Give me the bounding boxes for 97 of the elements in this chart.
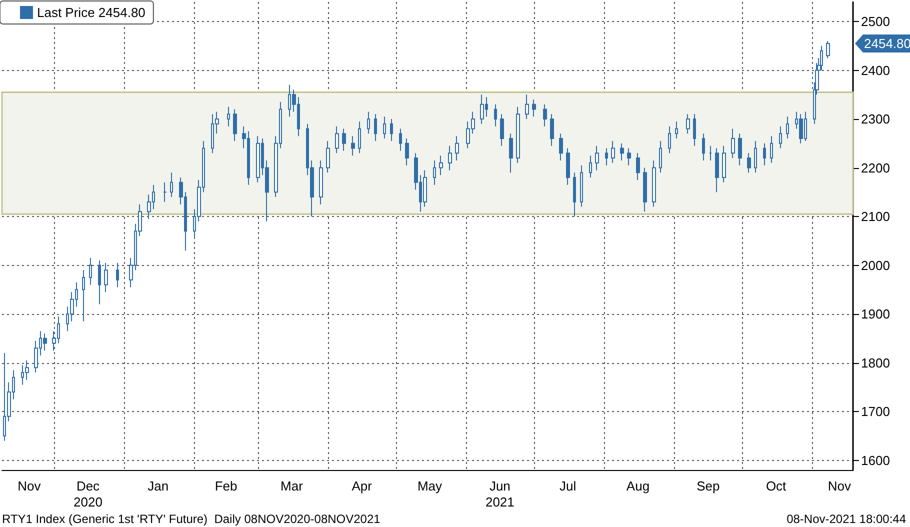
candlestick <box>820 45 823 71</box>
x-tick-label: Sep <box>696 478 720 494</box>
candlestick <box>116 262 119 288</box>
candlestick <box>335 126 339 154</box>
candlestick <box>779 126 782 149</box>
candlestick <box>693 114 696 146</box>
candlestick <box>747 152 751 174</box>
candlestick <box>509 133 513 174</box>
candlestick <box>374 114 377 142</box>
y-tick-label: 2000 <box>861 258 890 273</box>
candlestick <box>163 182 167 202</box>
candlestick <box>342 128 346 152</box>
candlestick <box>702 133 705 161</box>
y-tick-label: 2500 <box>861 14 890 29</box>
candlestick <box>754 140 757 174</box>
candlestick <box>104 262 108 293</box>
candlestick <box>826 40 830 59</box>
candlestick <box>668 126 671 154</box>
x-tick-label: Aug <box>626 478 650 494</box>
y-tick-label: 1700 <box>861 404 890 419</box>
x-tick-label: Apr <box>352 478 373 494</box>
candlestick <box>82 270 85 322</box>
candlestick <box>643 167 647 212</box>
x-tick-label: Oct <box>766 478 787 494</box>
candlestick <box>25 360 29 380</box>
candlestick <box>89 257 92 286</box>
candlestick <box>227 106 230 127</box>
candlestick <box>43 333 47 352</box>
candlestick <box>770 136 773 164</box>
candlestick <box>358 120 361 154</box>
candlestick <box>367 111 370 134</box>
candlestick <box>423 170 427 208</box>
candlestick <box>611 140 615 164</box>
y-tick-label: 1800 <box>861 355 890 370</box>
candlestick <box>326 140 330 174</box>
x-tick-label: Jun 2021 <box>485 478 514 510</box>
candlestick <box>566 148 570 186</box>
candlestick <box>786 116 789 139</box>
y-tick-label: 2300 <box>861 112 890 126</box>
x-tick-label: Nov <box>18 478 42 494</box>
candlestick <box>455 136 459 161</box>
candlestick <box>494 104 497 127</box>
candlestick <box>715 148 719 193</box>
candlestick <box>439 155 443 176</box>
y-tick-label: 2100 <box>861 209 890 224</box>
candlestick <box>170 172 173 198</box>
candlestick <box>731 128 735 158</box>
candlestick <box>580 164 583 208</box>
candlestick <box>659 140 662 174</box>
candlestick <box>589 155 592 178</box>
candlestick <box>636 152 640 180</box>
candlestick <box>709 145 712 161</box>
y-tick-label: 1600 <box>861 452 890 468</box>
candlestick <box>675 120 678 139</box>
y-tick-label: 1900 <box>861 306 890 322</box>
candlestick <box>480 94 484 124</box>
candlestick <box>256 136 260 183</box>
candlestick <box>390 118 393 142</box>
text: RTY1 Index (Generic 1st 'RTY' Future) Daily 08NOV2020-08NOV2021 <box>2 512 381 526</box>
candlestick <box>652 160 656 208</box>
x-tick-label: Nov <box>828 478 852 494</box>
candlestick <box>543 104 547 127</box>
candlestick <box>722 145 726 183</box>
x-tick-label: Jul <box>560 478 576 494</box>
legend-label: Last Price 2454.80 <box>37 5 146 20</box>
candlestick <box>559 133 563 161</box>
text: 08-Nov-2021 18:00:44 <box>786 512 906 526</box>
candlestick <box>595 145 599 171</box>
candlestick <box>627 148 631 166</box>
candlestick <box>573 172 576 217</box>
x-tick-label: Jan <box>148 478 169 494</box>
candlestick <box>233 108 237 142</box>
candlestick <box>605 148 608 166</box>
candlestick <box>525 94 529 120</box>
x-tick-label: Dec 2020 <box>74 478 102 510</box>
y-tick-label: 2200 <box>861 160 890 176</box>
y-tick-label: 2400 <box>861 62 890 78</box>
candlestick <box>351 136 355 156</box>
candlestick <box>799 114 803 144</box>
x-tick-label: Feb <box>214 478 238 494</box>
candlestick <box>399 128 402 152</box>
candlestick <box>763 142 766 166</box>
candlestick <box>98 260 101 305</box>
candlestick <box>550 114 554 146</box>
candlestick <box>405 138 409 166</box>
candlestick <box>738 133 742 166</box>
x-tick-label: May <box>417 478 443 494</box>
candlestick <box>319 160 323 205</box>
candlestick <box>383 116 386 139</box>
candlestick <box>516 106 520 164</box>
candlestick <box>500 114 504 146</box>
candlestick <box>686 114 690 134</box>
candlestick <box>532 99 536 118</box>
candlestick <box>448 145 452 171</box>
x-tick-label: Mar <box>280 478 304 494</box>
candlestick <box>620 142 624 161</box>
candlestick <box>433 160 436 186</box>
